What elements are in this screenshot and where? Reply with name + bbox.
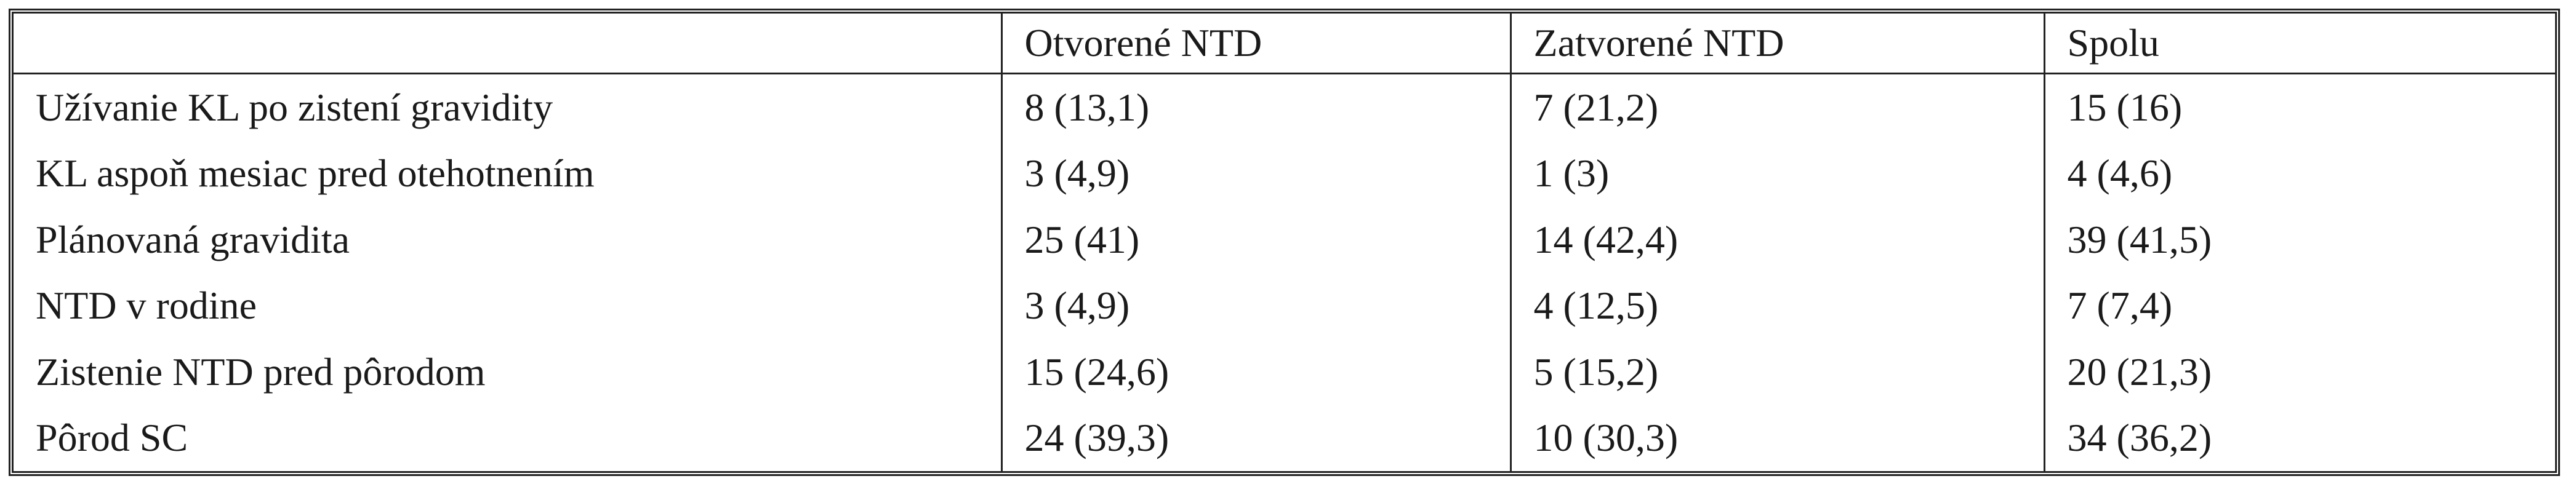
table-cell: 14 (42,4): [1509, 207, 2044, 273]
row-label: KL aspoň mesiac pred otehotnením: [36, 151, 595, 196]
table-cell: 8 (13,1): [1000, 73, 1511, 141]
table-row: KL aspoň mesiac pred otehotnením 3 (4,9) 1…: [14, 140, 2555, 207]
table-cell: 5 (15,2): [1509, 338, 2044, 405]
table-cell: 4 (4,6): [2043, 140, 2555, 207]
table-cell: 34 (36,2): [2043, 405, 2555, 471]
row-label: Zistenie NTD pred pôrodom: [36, 349, 486, 394]
table-body: Užívanie KL po zistení gravidity 8 (13,1)…: [14, 73, 2555, 471]
column-header: Spolu: [2043, 14, 2555, 74]
table-cell: 10 (30,3): [1509, 405, 2044, 471]
table-cell: 39 (41,5): [2043, 207, 2555, 273]
column-header: Otvorené NTD: [1000, 14, 1511, 74]
row-label: Pôrod SC: [36, 416, 188, 460]
table-cell: 7 (21,2): [1509, 73, 2044, 141]
table-cell: 3 (4,9): [1000, 140, 1511, 207]
corner-cell: [14, 14, 1001, 74]
table-cell: 3 (4,9): [1000, 272, 1511, 339]
header-row: Otvorené NTD Zatvorené NTD Spolu: [14, 14, 2555, 74]
table-cell: 24 (39,3): [1000, 405, 1511, 471]
table-cell: 15 (16): [2043, 73, 2555, 141]
table-cell: 4 (12,5): [1509, 272, 2044, 339]
row-label: NTD v rodine: [36, 284, 257, 328]
table-cell: 20 (21,3): [2043, 338, 2555, 405]
data-table: Otvorené NTD Zatvorené NTD Spolu Užívanie …: [14, 14, 2555, 471]
table-cell: 7 (7,4): [2043, 272, 2555, 339]
table-frame: Otvorené NTD Zatvorené NTD Spolu Užívanie …: [9, 9, 2560, 476]
row-label: Užívanie KL po zistení gravidity: [36, 85, 553, 129]
table-row: Plánovaná gravidita 25 (41) 14 (42,4) 39 (4…: [14, 207, 2555, 273]
table-row: Zistenie NTD pred pôrodom 15 (24,6) 5 (15,…: [14, 338, 2555, 405]
table-row: NTD v rodine 3 (4,9) 4 (12,5) 7 (7,4): [14, 272, 2555, 339]
column-header: Zatvorené NTD: [1509, 14, 2044, 74]
row-label: Plánovaná gravidita: [36, 217, 350, 261]
table-row: Užívanie KL po zistení gravidity 8 (13,1)…: [14, 73, 2555, 141]
table-cell: 1 (3): [1509, 140, 2044, 207]
table-cell: 25 (41): [1000, 207, 1511, 273]
table-row: Pôrod SC 24 (39,3) 10 (30,3) 34 (36,2): [14, 405, 2555, 471]
table-cell: 15 (24,6): [1000, 338, 1511, 405]
